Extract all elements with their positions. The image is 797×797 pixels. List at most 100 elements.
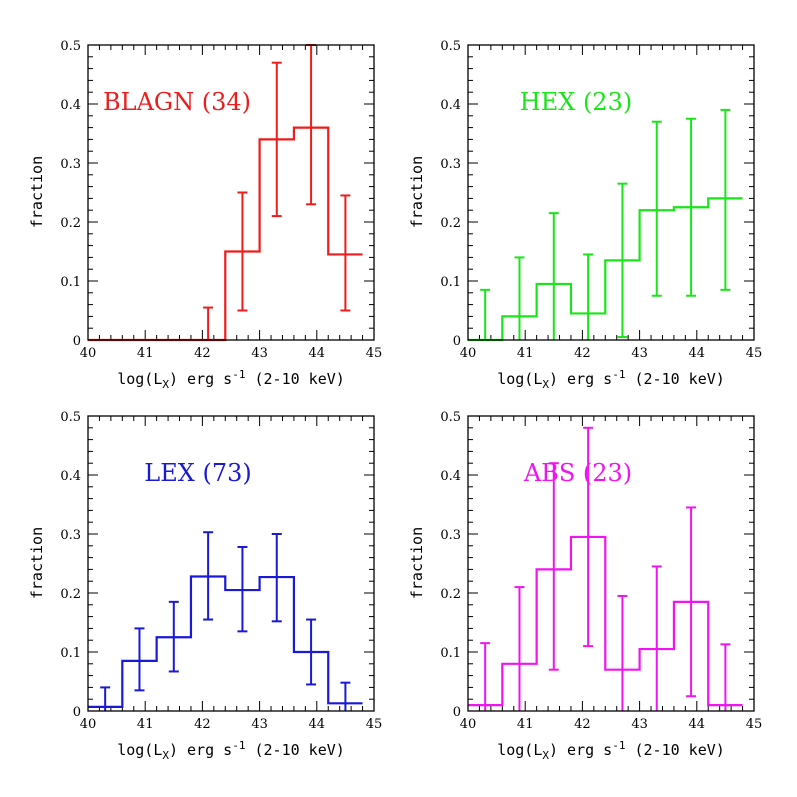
x-tick-label: 42 [574,346,591,361]
x-tick-label: 45 [746,717,763,732]
y-tick-label: 0.3 [440,528,461,543]
error-bar [237,545,248,633]
y-tick-label: 0.1 [440,646,461,661]
x-axis-title-sub: X [162,378,169,391]
panel-title: HEX (23) [520,88,632,116]
error-bar [306,618,317,686]
y-tick-label: 0.4 [440,98,461,113]
x-axis-title-rest: ) erg s [549,741,612,759]
panel-title: BLAGN (34) [103,88,251,116]
error-bar [720,108,731,291]
histogram-step-line [88,575,363,708]
x-axis-title-main: log(L [497,741,542,759]
error-bar [100,686,111,711]
x-axis-title-main: log(L [117,370,162,388]
error-bar [686,506,697,698]
plot-frame [467,44,755,341]
histogram-step-line [88,126,363,342]
error-bar [617,182,628,339]
y-tick-label: 0.2 [440,587,461,602]
y-tick-label: 0.2 [440,216,461,231]
y-tick-label: 0.5 [440,410,461,425]
error-bar [168,600,179,673]
error-bar [514,256,525,340]
x-tick-label: 42 [194,717,211,732]
x-tick-label: 41 [517,346,534,361]
x-tick-label: 41 [137,717,154,732]
x-axis-title: log(LX) erg s-1 (2-10 keV) [117,368,345,391]
x-axis-title-main: log(L [117,741,162,759]
x-axis-title-main: log(L [497,370,542,388]
y-tick-label: 0.5 [60,39,81,54]
error-bar [340,681,351,711]
x-tick-label: 40 [80,717,97,732]
x-axis-title-end: (2-10 keV) [625,370,724,388]
x-axis-title-sub: X [542,378,549,391]
y-tick-label: 0.1 [60,275,81,290]
error-bar [203,531,214,621]
x-tick-label: 44 [309,346,326,361]
error-bar [651,120,662,297]
x-axis-title-end: (2-10 keV) [245,370,344,388]
x-axis-title-sub: X [162,749,169,762]
x-tick-label: 41 [137,346,154,361]
x-axis-title: log(LX) erg s-1 (2-10 keV) [497,739,725,762]
error-bar [514,586,525,711]
y-tick-label: 0 [453,705,461,720]
error-bar [134,627,145,692]
x-axis-title-end: (2-10 keV) [625,741,724,759]
x-axis-title-end: (2-10 keV) [245,741,344,759]
x-tick-label: 43 [631,717,648,732]
x-axis-title-rest: ) erg s [169,370,232,388]
error-bar [480,288,491,340]
y-tick-label: 0.1 [60,646,81,661]
y-tick-label: 0 [73,334,81,349]
y-tick-label: 0.4 [60,98,81,113]
x-tick-label: 44 [309,717,326,732]
error-bar [686,117,697,297]
panel-title: LEX (73) [144,459,251,487]
error-bar [203,306,214,340]
x-axis-title: log(LX) erg s-1 (2-10 keV) [497,368,725,391]
y-tick-label: 0.4 [60,469,81,484]
y-tick-label: 0.5 [440,39,461,54]
y-tick-label: 0.3 [60,528,81,543]
y-tick-label: 0.4 [440,469,461,484]
error-bar [271,61,282,218]
y-tick-label: 0 [453,334,461,349]
x-axis-title-sup: -1 [612,368,625,381]
x-axis-title-sup: -1 [612,739,625,752]
histogram-step-line [468,535,743,707]
x-tick-label: 43 [631,346,648,361]
error-bar [340,194,351,312]
y-tick-label: 0 [73,705,81,720]
plot-frame [87,44,375,341]
x-axis-title-rest: ) erg s [169,741,232,759]
y-axis-title: fraction [408,527,426,599]
y-axis-title: fraction [28,156,46,228]
y-tick-label: 0.3 [60,157,81,172]
x-tick-label: 43 [251,346,268,361]
error-bar [583,426,594,648]
x-axis-title-sup: -1 [232,368,245,381]
x-axis-title: log(LX) erg s-1 (2-10 keV) [117,739,345,762]
error-bar [651,565,662,711]
error-bar [720,643,731,711]
x-tick-label: 40 [460,346,477,361]
x-tick-label: 45 [366,346,383,361]
y-axis-title: fraction [408,156,426,228]
histogram-step-line [468,197,743,342]
error-bar [583,253,594,340]
error-bar [548,462,559,671]
error-bar [237,191,248,312]
y-axis-title: fraction [28,527,46,599]
x-tick-label: 42 [194,346,211,361]
error-bar [480,642,491,711]
panel-abs: ABS (23) 40 41 42 43 44 45 0 0.1 0.2 0.3 0.4 0.5 lo… [408,410,762,762]
x-tick-label: 43 [251,717,268,732]
x-tick-label: 45 [746,346,763,361]
plot-frame [87,415,375,712]
error-bar [617,594,628,711]
y-tick-label: 0.2 [60,216,81,231]
